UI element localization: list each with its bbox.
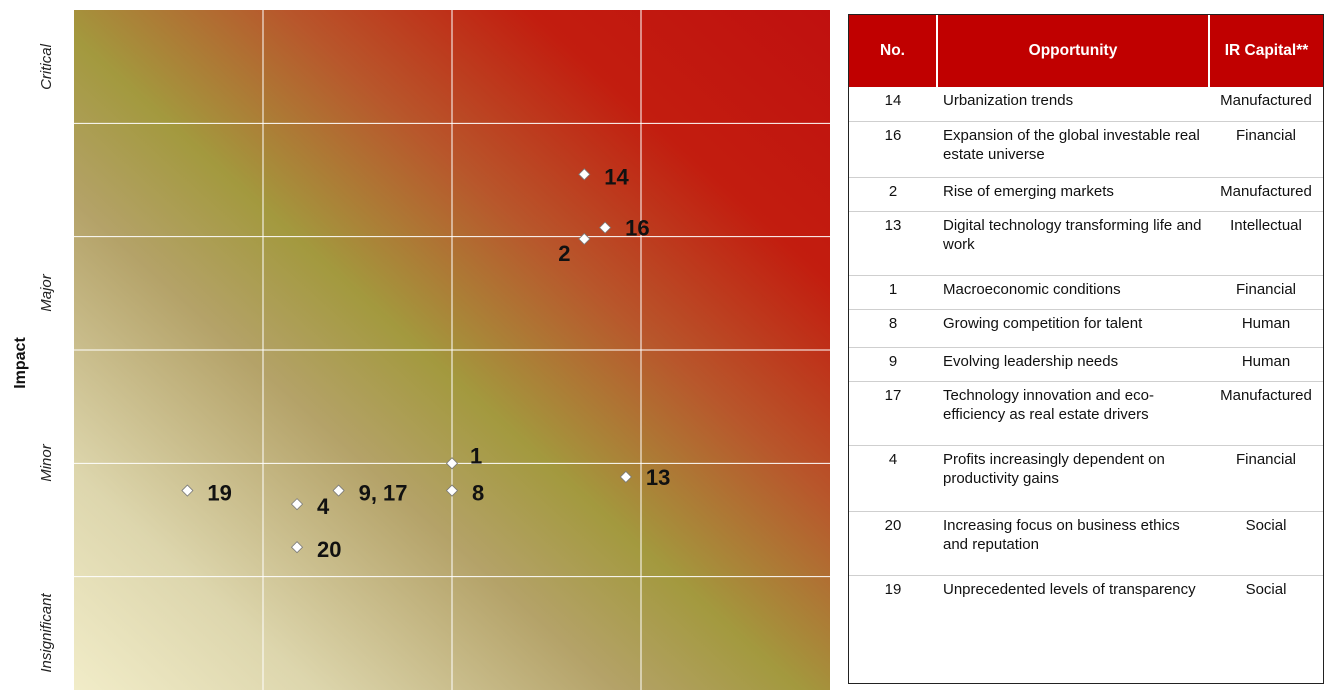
point-marker xyxy=(181,484,194,497)
header-opportunity: Opportunity xyxy=(936,15,1209,87)
data-point: 19 xyxy=(181,481,232,506)
cell-no: 1 xyxy=(888,280,898,298)
table-row: 8 Growing competition for talent Human xyxy=(849,309,1323,347)
point-marker xyxy=(290,498,304,511)
point-marker xyxy=(619,470,632,483)
cell-no: 20 xyxy=(884,516,902,534)
cell-opportunity: Profits increasingly dependent on produc… xyxy=(943,450,1165,487)
point-marker xyxy=(290,541,304,554)
cell-opportunity: Digital technology transforming life and… xyxy=(943,216,1202,253)
cell-ir-capital: Human xyxy=(1241,352,1291,370)
table-row: 9 Evolving leadership needs Human xyxy=(849,347,1323,381)
table-row: 14 Urbanization trends Manufactured xyxy=(849,87,1323,121)
point-label: 1 xyxy=(470,443,482,468)
cell-no: 4 xyxy=(888,450,898,468)
table-row: 19 Unprecedented levels of transparency So… xyxy=(849,575,1323,641)
cell-opportunity: Technology innovation and eco-efficiency… xyxy=(943,386,1154,423)
y-category-label: Insignificant xyxy=(37,593,55,673)
data-point: 8 xyxy=(445,481,484,506)
table-row: 4 Profits increasingly dependent on produ… xyxy=(849,445,1323,511)
point-marker xyxy=(445,484,459,497)
cell-ir-capital: Financial xyxy=(1235,450,1297,468)
cell-ir-capital: Financial xyxy=(1235,126,1297,144)
cell-no: 16 xyxy=(884,126,902,144)
point-label: 8 xyxy=(472,481,484,506)
point-label: 4 xyxy=(317,494,330,519)
table-row: 17 Technology innovation and eco-efficien… xyxy=(849,381,1323,445)
point-marker xyxy=(578,232,591,245)
point-label: 20 xyxy=(317,537,341,562)
cell-no: 19 xyxy=(884,580,902,598)
point-label: 16 xyxy=(625,216,649,241)
point-label: 9, 17 xyxy=(359,481,408,506)
cell-opportunity: Rise of emerging markets xyxy=(943,182,1114,200)
table-body: 14 Urbanization trends Manufactured 16 Expan… xyxy=(849,87,1323,641)
cell-opportunity: Macroeconomic conditions xyxy=(943,280,1121,298)
cell-opportunity: Expansion of the global investable real … xyxy=(943,126,1200,163)
impact-matrix: 14 16 2 13 1 8 9, 17 4 20 19 xyxy=(74,10,830,690)
cell-ir-capital: Social xyxy=(1245,516,1287,534)
cell-opportunity: Growing competition for talent xyxy=(943,314,1143,332)
table-row: 1 Macroeconomic conditions Financial xyxy=(849,275,1323,309)
cell-no: 8 xyxy=(888,314,898,332)
table-row: 13 Digital technology transforming life a… xyxy=(849,211,1323,275)
cell-ir-capital: Manufactured xyxy=(1220,386,1312,404)
table-row: 2 Rise of emerging markets Manufactured xyxy=(849,177,1323,211)
cell-no: 14 xyxy=(884,92,902,109)
y-category-label: Major xyxy=(37,274,55,313)
cell-no: 9 xyxy=(888,352,898,370)
cell-opportunity: Unprecedented levels of transparency xyxy=(943,580,1196,598)
point-label: 14 xyxy=(604,164,629,189)
cell-ir-capital: Manufactured xyxy=(1220,182,1312,200)
opportunity-table: No. Opportunity IR Capital** 14 Urbanizat… xyxy=(849,15,1323,641)
header-no: No. xyxy=(849,15,937,87)
data-point: 20 xyxy=(290,537,342,562)
cell-no: 2 xyxy=(888,182,898,200)
cell-no: 13 xyxy=(884,216,902,234)
opportunity-table-panel: No. Opportunity IR Capital** 14 Urbanizat… xyxy=(848,14,1324,684)
point-marker xyxy=(445,457,459,470)
point-label: 19 xyxy=(207,481,231,506)
point-marker xyxy=(332,484,345,497)
y-category-label: Minor xyxy=(37,444,55,483)
point-marker xyxy=(578,168,591,181)
data-point: 2 xyxy=(558,232,591,266)
matrix-plot: 14 16 2 13 1 8 9, 17 4 20 19 xyxy=(74,10,830,690)
point-label: 2 xyxy=(558,241,570,266)
cell-opportunity: Evolving leadership needs xyxy=(943,352,1119,370)
data-point: 13 xyxy=(619,465,670,490)
cell-ir-capital: Social xyxy=(1245,580,1287,598)
cell-ir-capital: Financial xyxy=(1235,280,1297,298)
header-ir-capital: IR Capital** xyxy=(1208,15,1323,87)
table-row: 20 Increasing focus on business ethics an… xyxy=(849,511,1323,575)
data-point: 4 xyxy=(290,494,330,519)
data-point: 14 xyxy=(578,164,630,189)
cell-ir-capital: Intellectual xyxy=(1230,216,1302,234)
cell-opportunity: Urbanization trends xyxy=(943,92,1074,109)
data-point: 9, 17 xyxy=(332,481,408,506)
cell-opportunity: Increasing focus on business ethics and … xyxy=(943,516,1180,553)
data-point: 1 xyxy=(445,443,482,470)
data-point: 16 xyxy=(599,216,650,241)
table-header-row: No. Opportunity IR Capital** xyxy=(849,15,1323,87)
point-label: 13 xyxy=(646,465,670,490)
y-axis-title: Impact xyxy=(12,337,29,389)
y-category-label: Critical xyxy=(37,43,55,90)
table-row: 16 Expansion of the global investable rea… xyxy=(849,121,1323,177)
cell-ir-capital: Human xyxy=(1241,314,1291,332)
cell-no: 17 xyxy=(884,386,902,404)
point-marker xyxy=(599,221,612,234)
cell-ir-capital: Manufactured xyxy=(1220,92,1312,109)
